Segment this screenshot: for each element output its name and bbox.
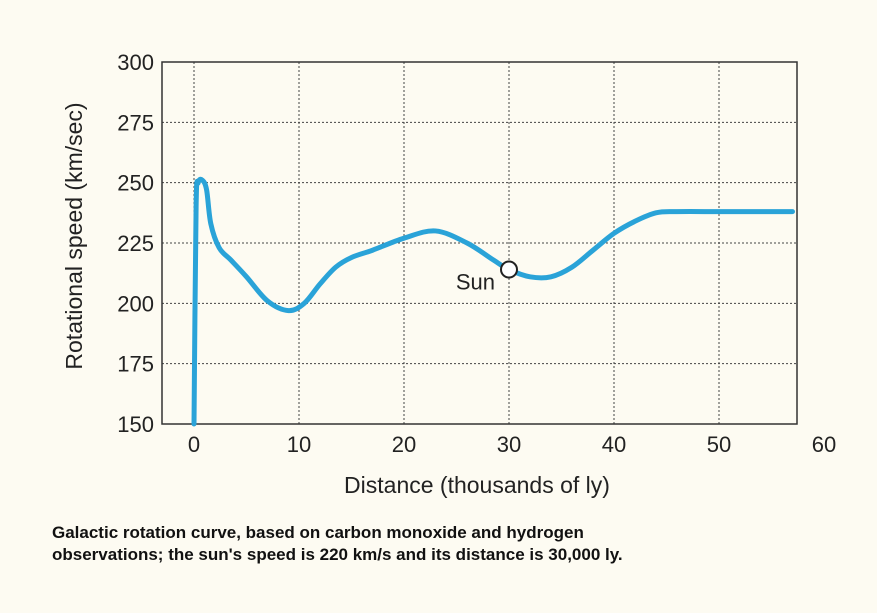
x-tick-label: 50 — [707, 432, 731, 457]
sun-label: Sun — [456, 270, 495, 295]
x-tick-label: 60 — [812, 432, 836, 457]
caption-line-1: Galactic rotation curve, based on carbon… — [52, 523, 584, 542]
x-tick-label: 20 — [392, 432, 416, 457]
y-tick-label: 150 — [117, 412, 154, 437]
y-tick-label: 200 — [117, 291, 154, 316]
y-tick-labels: 150 175 200 225 250 275 300 — [117, 50, 154, 437]
y-tick-label: 225 — [117, 231, 154, 256]
x-tick-labels: 0 10 20 30 40 50 60 — [188, 432, 836, 457]
y-tick-label: 300 — [117, 50, 154, 75]
x-tick-label: 0 — [188, 432, 200, 457]
x-tick-label: 30 — [497, 432, 521, 457]
x-tick-label: 10 — [287, 432, 311, 457]
caption-line-2: observations; the sun's speed is 220 km/… — [52, 545, 623, 564]
x-tick-label: 40 — [602, 432, 626, 457]
y-tick-label: 250 — [117, 171, 154, 196]
y-axis-title: Rotational speed (km/sec) — [61, 102, 87, 369]
plot-frame — [161, 61, 798, 425]
figure-caption: Galactic rotation curve, based on carbon… — [52, 522, 852, 566]
y-tick-label: 275 — [117, 110, 154, 135]
rotation-curve-line — [191, 176, 795, 427]
grid — [162, 62, 797, 424]
y-tick-label: 175 — [117, 352, 154, 377]
x-axis-title: Distance (thousands of ly) — [344, 472, 610, 498]
sun-marker — [500, 260, 518, 279]
